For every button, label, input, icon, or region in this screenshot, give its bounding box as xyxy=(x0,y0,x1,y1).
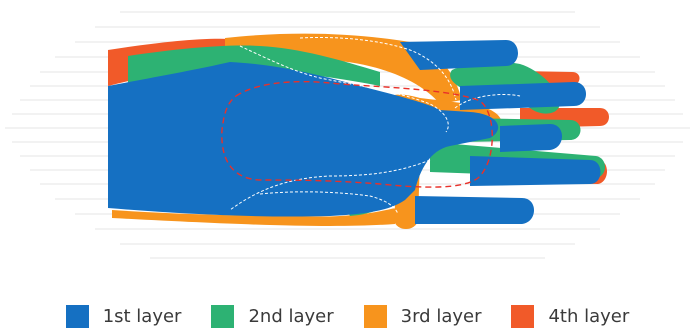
white-dashed-outlines xyxy=(229,37,521,215)
legend-swatch-1st-layer xyxy=(65,305,89,328)
layer-1-finger-low xyxy=(470,156,601,186)
legend-swatch-3rd-layer xyxy=(363,305,387,328)
layer-1-finger-upper xyxy=(460,82,586,110)
legend-label: 4th layer xyxy=(548,306,630,327)
legend-item-4th-layer: 4th layer xyxy=(511,305,629,328)
legend-swatch-4th-layer xyxy=(511,305,535,328)
legend-label: 3rd layer xyxy=(400,306,482,327)
red-dashed-boundary xyxy=(221,80,493,188)
legend-label: 2nd layer xyxy=(248,306,334,327)
legend-swatch-2nd-layer xyxy=(211,305,235,328)
legend: 1st layer 2nd layer 3rd layer 4th layer xyxy=(0,305,695,328)
legend-item-2nd-layer: 2nd layer xyxy=(211,305,334,328)
layer-3-bottom-band xyxy=(112,208,395,226)
legend-label: 1st layer xyxy=(102,306,182,327)
layer-1-finger-mid xyxy=(500,124,562,152)
legend-item-1st-layer: 1st layer xyxy=(65,305,182,328)
legend-item-3rd-layer: 3rd layer xyxy=(363,305,482,328)
layer-1-shapes xyxy=(108,40,601,224)
layer-1-palm xyxy=(108,62,499,217)
layer-1-finger-bottom xyxy=(415,196,534,224)
layer-1-finger-top xyxy=(400,40,518,70)
layered-hand-diagram xyxy=(5,11,690,259)
